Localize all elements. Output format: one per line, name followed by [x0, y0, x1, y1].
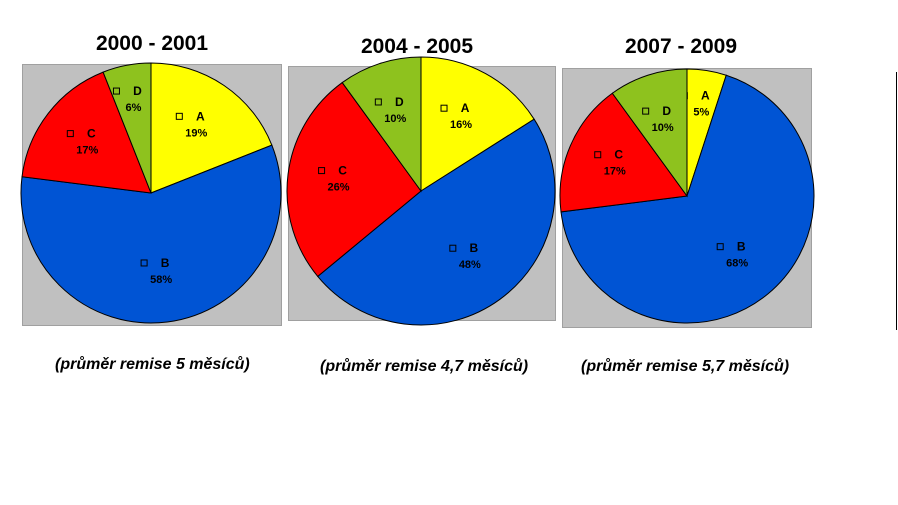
chart-caption-1: (průměr remise 5 měsíců)	[55, 356, 250, 373]
slice-label-c: C	[87, 127, 96, 141]
slice-value-d: 10%	[652, 122, 674, 134]
slice-label-d: D	[662, 104, 671, 118]
chart-caption-3: (průměr remise 5,7 měsíců)	[581, 358, 790, 375]
chart-title-3: 2007 - 2009	[624, 35, 738, 58]
legend-square-icon	[318, 167, 326, 175]
pie-slice-a	[420, 56, 535, 192]
slice-label-b: B	[469, 241, 478, 255]
legend-square-icon	[66, 130, 74, 138]
pie-slice-d	[341, 56, 422, 193]
pie-slice-d	[611, 68, 688, 198]
legend-square-icon	[594, 151, 602, 159]
slice-label-d: D	[395, 95, 404, 109]
chart-title-2: 2004 - 2005	[360, 35, 474, 58]
slice-value-b: 68%	[726, 258, 748, 270]
slice-value-a: 19%	[185, 127, 207, 139]
legend-square-icon	[440, 104, 448, 112]
legend-square-icon	[112, 87, 120, 95]
slice-value-c: 17%	[76, 145, 98, 157]
pie-slice-b	[20, 144, 282, 324]
slice-value-b: 48%	[459, 259, 481, 271]
pie-slice-b	[560, 74, 815, 324]
slice-value-d: 10%	[384, 113, 406, 125]
pie-slice-c	[21, 71, 152, 194]
slice-label-a: A	[196, 109, 205, 123]
pie-slice-d	[102, 62, 152, 194]
chart-title-1: 2000 - 2001	[95, 32, 209, 55]
legend-square-icon	[374, 98, 382, 106]
legend-square-icon	[140, 259, 148, 267]
slice-label-d: D	[133, 84, 142, 98]
slice-value-d: 6%	[126, 102, 142, 114]
chart-caption-2: (průměr remise 4,7 měsíců)	[320, 358, 529, 375]
slice-value-b: 58%	[150, 274, 172, 286]
legend-square-icon	[175, 112, 183, 120]
slice-label-a: A	[461, 101, 470, 115]
legend-square-icon	[642, 107, 650, 115]
legend-square-icon	[449, 244, 457, 252]
slice-value-c: 26%	[328, 182, 350, 194]
pie-slice-c	[559, 92, 688, 213]
slice-label-b: B	[161, 256, 170, 270]
legend-square-icon	[716, 243, 724, 251]
slice-value-c: 17%	[604, 166, 626, 178]
pie-slice-b	[317, 118, 556, 326]
slice-value-a: 5%	[693, 107, 709, 119]
slice-label-a: A	[701, 89, 710, 103]
slice-label-c: C	[614, 148, 623, 162]
pie-slice-a	[150, 62, 273, 194]
pie-slice-c	[286, 81, 422, 278]
slice-label-b: B	[737, 240, 746, 254]
slice-label-c: C	[338, 164, 347, 178]
slice-value-a: 16%	[450, 119, 472, 131]
divider-line	[896, 72, 897, 330]
